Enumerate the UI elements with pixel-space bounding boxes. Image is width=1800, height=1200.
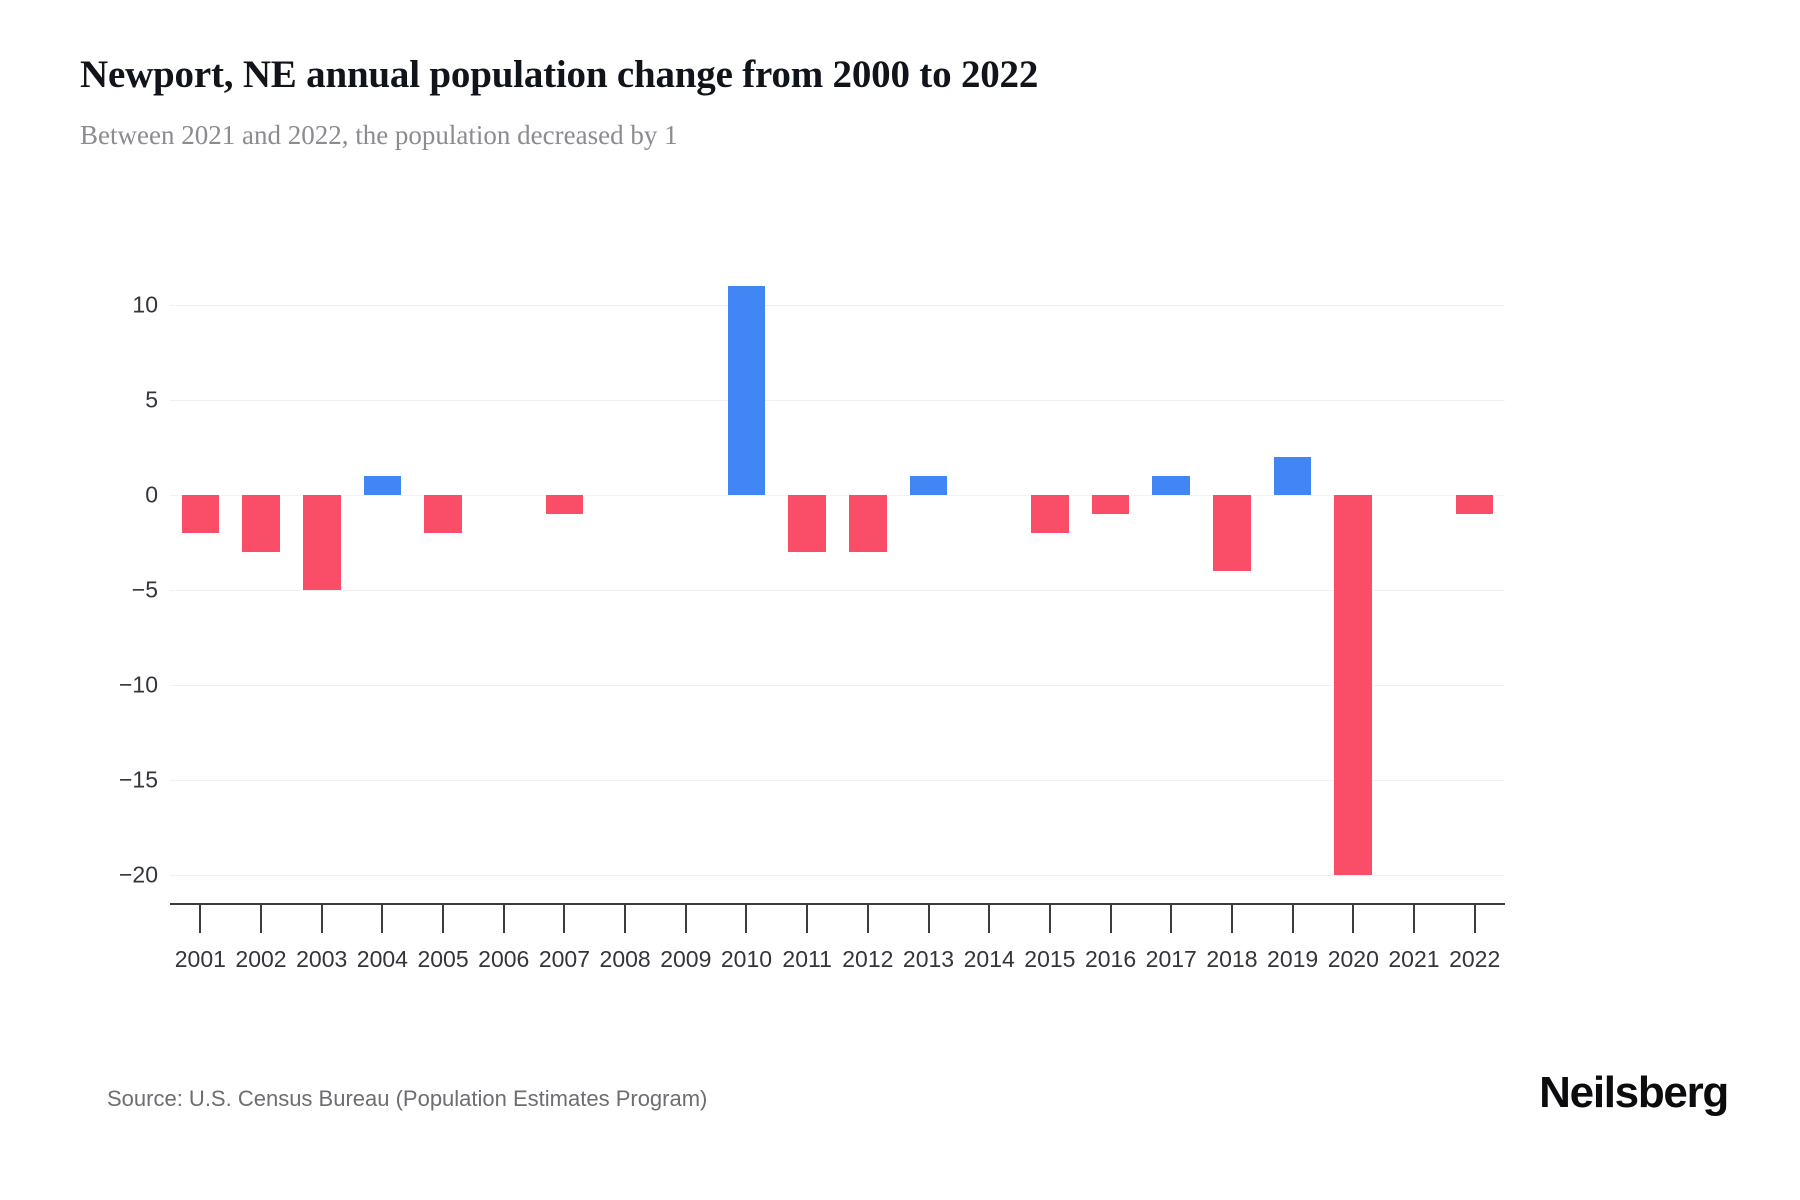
bar[interactable] [1152,476,1191,496]
x-axis-tick-mark [624,903,627,933]
x-axis-tick-mark [745,903,748,933]
x-axis-tick-label: 2016 [1084,946,1137,972]
y-axis-tick-label: 10 [132,291,158,318]
x-axis-tick-label: 2009 [660,946,712,972]
x-axis-tick-mark [320,903,323,933]
x-axis-tick-mark [988,903,991,933]
y-axis-tick-label: 0 [145,481,158,508]
zero-gridline [170,495,1505,497]
x-axis-tick-label: 2019 [1267,946,1319,972]
x-axis-tick-mark [1291,903,1294,933]
bar[interactable] [909,476,948,496]
bar[interactable] [1334,495,1373,875]
x-axis-tick-label: 2002 [235,946,287,972]
x-axis-tick-mark [806,903,809,933]
x-axis-tick-mark [563,903,566,933]
bar[interactable] [424,495,462,534]
y-axis-tick-label: 5 [145,386,158,413]
x-axis-tick-mark [866,903,869,933]
x-axis-tick-label: 2005 [417,946,469,972]
gridline [170,400,1505,402]
gridline [170,684,1505,686]
x-axis-tick-label: 2015 [1024,946,1076,972]
bar[interactable] [727,286,766,496]
x-axis-tick-label: 2021 [1388,946,1440,972]
x-axis-tick-label: 2004 [356,946,408,972]
bar[interactable] [788,495,826,553]
x-axis-tick-label: 2018 [1206,946,1258,972]
x-axis-tick-mark [199,903,202,933]
x-axis-tick-label: 2020 [1327,946,1379,972]
page-title: Newport, NE annual population change fro… [80,53,1039,96]
x-axis-tick-label: 2012 [842,946,894,972]
brand-logo: Neilsberg [1539,1068,1729,1117]
bar[interactable] [849,495,887,553]
x-axis-tick-label: 2007 [538,946,591,972]
gridline [170,589,1505,591]
x-axis-tick-label: 2010 [720,946,773,972]
chart-plot-area: 10 5 0 −5 −10 −15 −20 [119,258,1505,903]
bar[interactable] [1455,495,1494,515]
x-axis-tick-label: 2014 [963,946,1015,972]
x-axis-tick-mark [1170,903,1173,933]
bar[interactable] [302,495,341,590]
x-axis-tick-mark [927,903,930,933]
x-axis-tick-label: 2006 [478,946,530,972]
bar[interactable] [1213,495,1251,571]
x-axis-tick-label: 2022 [1449,946,1501,972]
gridline [170,874,1505,876]
x-axis-line [170,903,1505,905]
bar[interactable] [242,495,280,553]
x-axis-tick-label: 2017 [1145,946,1197,972]
x-axis-tick-label: 2003 [296,946,348,972]
x-axis-tick-mark [1109,903,1112,933]
bar[interactable] [545,495,584,515]
bar[interactable] [181,495,220,534]
x-axis-tick-mark [1048,903,1051,933]
x-axis-tick-mark [502,903,505,933]
x-axis-tick-mark [1230,903,1233,933]
x-axis-tick-mark [1473,903,1476,933]
x-axis-tick-label: 2008 [599,946,651,972]
x-axis-tick-mark [381,903,384,933]
y-axis-tick-label: −15 [118,766,158,793]
bar[interactable] [363,476,402,496]
x-axis-tick-mark [1352,903,1355,933]
bar[interactable] [1091,495,1130,515]
x-axis-tick-mark [260,903,263,933]
x-axis-tick-mark [1412,903,1415,933]
gridline [170,779,1505,781]
x-axis-tick-label: 2013 [902,946,955,972]
x-axis-tick-label: 2011 [782,946,832,972]
y-axis-tick-label: −10 [118,671,158,698]
source-note: Source: U.S. Census Bureau (Population E… [107,1086,708,1111]
y-axis-tick-label: −20 [118,861,158,888]
page-subtitle: Between 2021 and 2022, the population de… [80,120,678,150]
gridline [170,305,1505,307]
bar[interactable] [1031,495,1069,534]
bar[interactable] [1273,457,1312,496]
y-axis-tick-label: −5 [131,576,158,603]
x-axis-tick-label: 2001 [174,946,226,972]
x-axis-tick-mark [442,903,445,933]
x-axis-tick-mark [684,903,687,933]
